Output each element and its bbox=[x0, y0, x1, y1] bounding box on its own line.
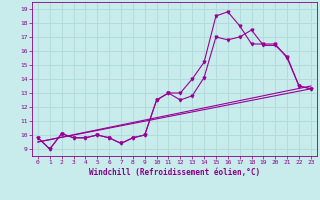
X-axis label: Windchill (Refroidissement éolien,°C): Windchill (Refroidissement éolien,°C) bbox=[89, 168, 260, 177]
